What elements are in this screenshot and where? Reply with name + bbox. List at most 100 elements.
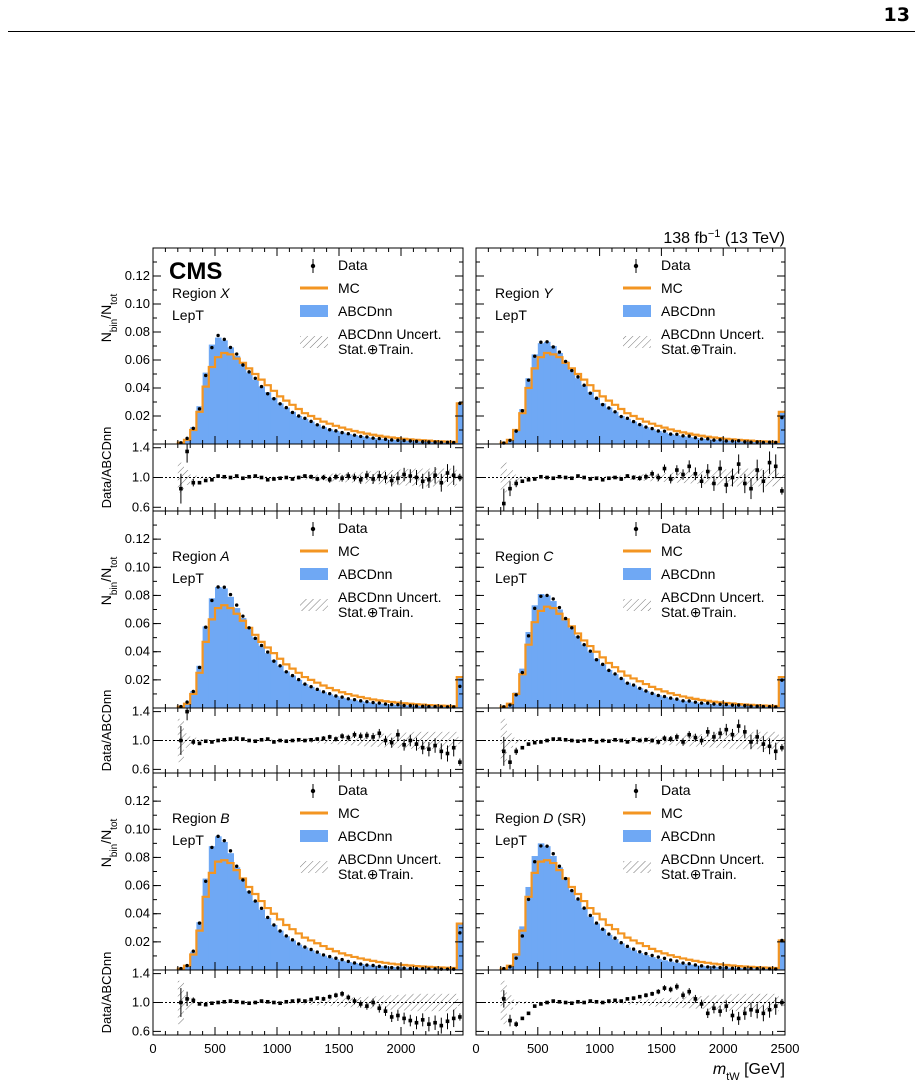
data-point [352, 697, 357, 702]
y-tick-label: 0.06 [125, 352, 150, 367]
data-point [607, 668, 611, 673]
legend-abcdnn-label: ABCDnn [661, 303, 715, 319]
ratio-point [334, 737, 338, 741]
ratio-point [693, 997, 698, 1001]
ratio-point [185, 449, 189, 454]
abcdnn-bar [636, 953, 644, 970]
data-point [259, 384, 264, 389]
ratio-point [278, 1001, 282, 1006]
data-point [197, 921, 202, 925]
abcdnn-bar [239, 364, 247, 444]
abcdnn-bar [270, 924, 278, 970]
x-axis-title: mtW [GeV] [713, 1061, 785, 1083]
data-point [315, 423, 319, 427]
data-point [433, 704, 437, 709]
abcdnn-bar [593, 397, 600, 444]
abcdnn-bar [301, 418, 309, 444]
uncert-band [636, 999, 643, 1006]
abcdnn-bar [295, 679, 303, 708]
uncert-band [519, 476, 526, 479]
data-point [539, 594, 543, 599]
ratio-point [222, 999, 227, 1004]
abcdnn-bar [289, 411, 296, 444]
abcdnn-bar [394, 440, 402, 444]
abcdnn-bar [233, 867, 241, 970]
ratio-point [321, 736, 326, 741]
data-point [520, 670, 525, 675]
ratio-point [631, 737, 636, 741]
abcdnn-bar [587, 651, 594, 708]
ratio-axis-title: Data/ABCDnn [99, 427, 114, 509]
data-point [600, 402, 605, 407]
ratio-point [259, 999, 264, 1003]
ratio-point [352, 732, 357, 737]
abcdnn-bar [611, 939, 619, 970]
abcdnn-bar [673, 435, 681, 444]
ratio-point [569, 1001, 574, 1006]
data-point [421, 440, 425, 444]
ratio-point [545, 738, 549, 743]
abcdnn-bar [605, 670, 613, 708]
abcdnn-bar [264, 653, 272, 708]
abcdnn-bar [630, 421, 638, 444]
y-tick-label: 0.10 [125, 821, 150, 836]
page-number: 13 [883, 4, 910, 26]
legend-data-label: Data [661, 782, 691, 798]
ratio-point [569, 476, 574, 481]
legend-abcdnn-swatch [623, 305, 651, 317]
ratio-point [222, 737, 227, 742]
ratio-point [520, 1016, 525, 1021]
data-point [303, 682, 307, 686]
ratio-point [675, 468, 679, 472]
data-point [533, 606, 537, 611]
ratio-point [625, 474, 630, 478]
ratio-point [179, 738, 183, 743]
ratio-point [191, 998, 196, 1003]
data-point [328, 954, 332, 959]
ratio-point [247, 1001, 251, 1006]
ratio-point [724, 1004, 729, 1008]
ratio-point [197, 1002, 202, 1006]
uncert-band [655, 998, 662, 1007]
ratio-point [520, 479, 525, 484]
legend-uncert-label-1: ABCDnn Uncert. [338, 851, 441, 867]
data-point [749, 440, 753, 444]
data-point [365, 699, 369, 704]
uncert-band [444, 731, 451, 750]
abcdnn-bar [519, 926, 526, 970]
ratio-point [631, 475, 636, 480]
abcdnn-bar [519, 668, 526, 708]
uncert-band [345, 997, 352, 1008]
abcdnn-bar [190, 951, 197, 970]
ratio-point [439, 749, 444, 754]
abcdnn-bar [456, 677, 464, 708]
data-point [185, 436, 189, 441]
ratio-point [272, 740, 276, 744]
y-tick-label: 0.12 [125, 531, 150, 546]
abcdnn-bar [574, 899, 582, 970]
data-point [228, 849, 233, 853]
uncert-band [444, 993, 451, 1012]
data-point [625, 416, 630, 420]
ratio-point [631, 996, 636, 1000]
data-point [266, 650, 270, 654]
y-tick-label: 0.08 [125, 849, 150, 864]
data-point [638, 686, 642, 690]
abcdnn-bar [208, 846, 216, 970]
channel-label: LepT [172, 307, 204, 323]
abcdnn-bar [388, 439, 396, 444]
abcdnn-bar [246, 372, 253, 444]
data-point [290, 410, 295, 415]
ratio-point [650, 471, 654, 476]
ratio-point [371, 1000, 375, 1005]
ratio-point [210, 740, 214, 744]
x-tick-label: 500 [204, 1041, 226, 1056]
y-axis-title: Nbin/Ntot [98, 293, 120, 342]
ratio-point [539, 1002, 543, 1006]
ratio-point [327, 735, 332, 739]
legend-abcdnn-swatch [300, 305, 328, 317]
abcdnn-bar [264, 917, 272, 970]
uncert-band [388, 995, 395, 1010]
mc-line [176, 859, 463, 970]
data-point [539, 844, 543, 848]
